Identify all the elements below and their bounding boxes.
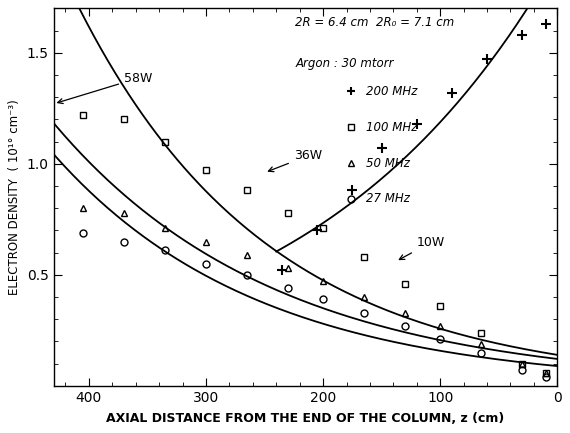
Text: Argon : 30 mtorr: Argon : 30 mtorr — [295, 58, 394, 71]
Text: 100 MHz: 100 MHz — [366, 121, 417, 134]
Text: 200 MHz: 200 MHz — [366, 85, 417, 98]
Text: 2R = 6.4 cm  2R₀ = 7.1 cm: 2R = 6.4 cm 2R₀ = 7.1 cm — [295, 16, 455, 29]
X-axis label: AXIAL DISTANCE FROM THE END OF THE COLUMN, z (cm): AXIAL DISTANCE FROM THE END OF THE COLUM… — [107, 412, 504, 425]
Text: 50 MHz: 50 MHz — [366, 157, 410, 170]
Text: 27 MHz: 27 MHz — [366, 193, 410, 206]
Y-axis label: ELECTRON DENSITY  ( 10¹° cm⁻³): ELECTRON DENSITY ( 10¹° cm⁻³) — [9, 99, 21, 295]
Text: 58W: 58W — [58, 71, 152, 103]
Text: 10W: 10W — [400, 236, 445, 259]
Text: 36W: 36W — [268, 149, 322, 171]
